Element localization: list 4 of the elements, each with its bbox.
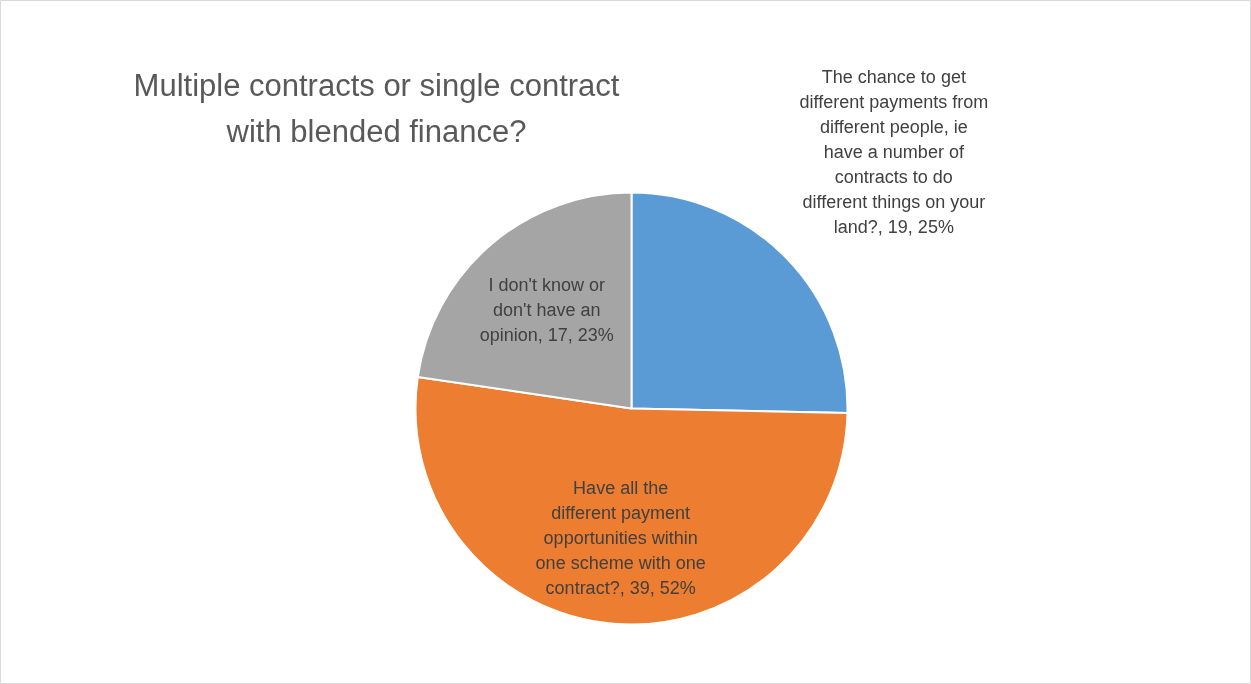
slice-label: I don't know or don't have an opinion, 17, 23% — [479, 275, 614, 346]
slice-label: The chance to get different payments from different people, ie have a number of contracts to do different things on your land?, 19, 25% — [799, 66, 989, 237]
slice-label: Have all the different payment opportunities within one scheme with one contract?, 39, 52% — [535, 477, 706, 598]
text: Multiple contracts or single contract with blended finance? — [133, 68, 620, 149]
